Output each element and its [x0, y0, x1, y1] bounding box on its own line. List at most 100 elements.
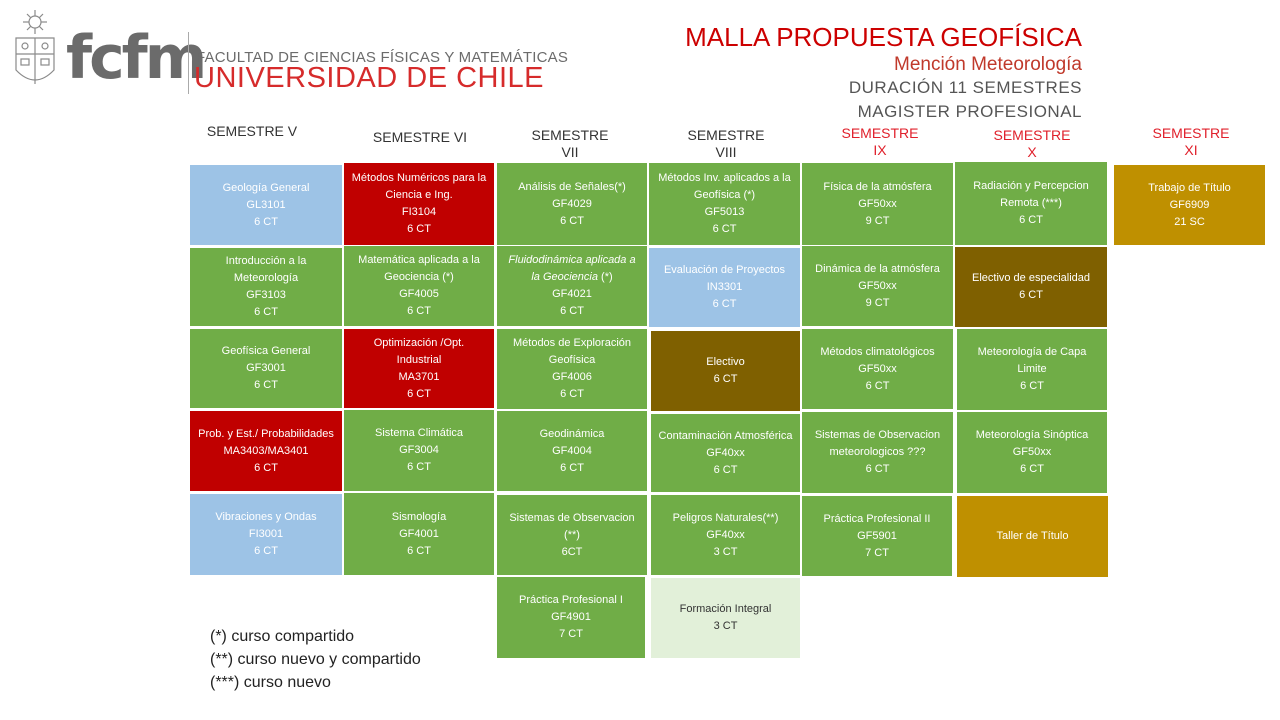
course-credits: 6 CT	[1019, 214, 1043, 226]
course-electivo-especialidad[interactable]: Electivo de especialidad 6 CT	[955, 247, 1107, 327]
course-electivo[interactable]: Electivo 6 CT	[651, 331, 800, 411]
course-name: Dinámica de la atmósfera	[815, 262, 940, 275]
semester-xi-line2: XI	[1184, 142, 1198, 158]
semester-ix-line2: IX	[873, 142, 887, 158]
course-sistema-climatica[interactable]: Sistema Climática GF3004 6 CT	[344, 410, 494, 491]
course-credits: 6 CT	[407, 461, 431, 473]
course-code: MA3403/MA3401	[223, 444, 309, 457]
semester-ix-header: SEMESTRE IX	[830, 125, 930, 159]
course-credits: 6 CT	[254, 545, 278, 557]
course-formacion-integral[interactable]: Formación Integral 3 CT	[651, 578, 800, 658]
course-name: Geología General	[222, 181, 310, 194]
course-credits: 6 CT	[560, 214, 584, 227]
course-fisica-atmosfera[interactable]: Física de la atmósfera GF50xx 9 CT	[802, 163, 953, 245]
course-peligros-naturales[interactable]: Peligros Naturales(**) GF40xx 3 CT	[651, 495, 800, 575]
course-optimizacion[interactable]: Optimización /Opt. Industrial MA3701 6 CT	[344, 329, 494, 408]
course-geodinamica[interactable]: Geodinámica GF4004 6 CT	[497, 411, 647, 491]
course-credits: 6 CT	[1020, 463, 1044, 475]
course-credits: 6 CT	[560, 388, 584, 400]
course-code: GF3001	[246, 362, 286, 374]
course-name: Evaluación de Proyectos	[663, 264, 786, 276]
course-credits: 3 CT	[713, 620, 738, 632]
course-credits: 6 CT	[407, 387, 431, 400]
university-name: UNIVERSIDAD DE CHILE	[194, 62, 545, 94]
course-evaluacion-proyectos[interactable]: Evaluación de Proyectos IN3301 6 CT	[649, 248, 800, 327]
course-name: Geofísica General	[221, 345, 311, 357]
course-metodos-inv[interactable]: Métodos Inv. aplicados a la Geofísica (*…	[649, 163, 800, 245]
course-radiacion-percepcion[interactable]: Radiación y Percepcion Remota (***) 6 CT	[955, 162, 1107, 245]
course-matematica-aplicada[interactable]: Matemática aplicada a la Geociencia (*) G…	[344, 246, 494, 326]
course-name: Sistemas de Observacion (**)	[509, 511, 635, 541]
course-code: GF40xx	[706, 528, 745, 541]
course-credits: 6 CT	[560, 305, 584, 317]
course-code: GF4006	[552, 371, 592, 383]
course-practica-profesional-ii[interactable]: Práctica Profesional II GF5901 7 CT	[802, 496, 952, 576]
course-vibraciones-ondas[interactable]: Vibraciones y Ondas FI3001 6 CT	[190, 494, 342, 575]
course-name: Práctica Profesional II	[823, 512, 931, 525]
course-geologia-general[interactable]: Geología General GL3101 6 CT	[190, 165, 342, 245]
semester-xi-header: SEMESTRE XI	[1141, 125, 1241, 159]
duration-text: DURACIÓN 11 SEMESTRES	[848, 78, 1082, 97]
course-metodos-exploracion[interactable]: Métodos de Exploración Geofísica GF4006 6 …	[497, 329, 647, 409]
course-name: Análisis de Señales(*)	[518, 180, 626, 193]
course-name: Radiación y Percepcion Remota (***)	[973, 180, 1089, 209]
course-name: Geodinámica	[539, 427, 605, 440]
course-code: GF4901	[551, 611, 591, 623]
course-name: Métodos Numéricos para la Ciencia e Ing.	[351, 172, 487, 201]
semester-viii-line2: VIII	[715, 144, 737, 160]
course-note: (*)	[601, 271, 613, 283]
course-metodos-numericos[interactable]: Métodos Numéricos para la Ciencia e Ing.…	[344, 163, 494, 245]
course-sistemas-observacion-meteorologicos[interactable]: Sistemas de Observacion meteorologicos ?…	[802, 412, 953, 493]
course-credits: 6 CT	[713, 463, 738, 476]
course-code: FI3001	[248, 528, 284, 540]
course-sistemas-observacion[interactable]: Sistemas de Observacion (**) 6CT	[497, 495, 647, 575]
course-code: GF4021	[552, 288, 592, 300]
legend-new-shared-course: (**) curso nuevo y compartido	[210, 651, 421, 668]
course-credits: 6 CT	[254, 461, 278, 474]
course-metodos-climatologicos[interactable]: Métodos climatológicos GF50xx 6 CT	[802, 329, 953, 409]
course-code: GF3004	[399, 444, 439, 456]
program-text: MAGISTER PROFESIONAL	[857, 102, 1082, 121]
course-credits: 6 CT	[407, 305, 431, 317]
course-code: GF4029	[552, 197, 592, 210]
course-name: Meteorología de Capa Limite	[977, 346, 1087, 375]
course-code: GF5901	[857, 529, 897, 542]
course-meteorologia-sinoptica[interactable]: Meteorología Sinóptica GF50xx 6 CT	[957, 412, 1107, 493]
semester-x-header: SEMESTRE X	[982, 127, 1082, 161]
course-trabajo-titulo[interactable]: Trabajo de Título GF6909 21 SC	[1114, 165, 1265, 245]
course-code: FI3104	[401, 206, 437, 218]
course-credits: 6 CT	[560, 461, 584, 474]
course-credits: 9 CT	[865, 296, 890, 309]
course-code: GF3103	[246, 289, 286, 301]
course-name: Electivo de especialidad	[971, 272, 1091, 284]
course-credits: 6CT	[561, 545, 583, 558]
course-credits: 6 CT	[1020, 380, 1044, 392]
course-probabilidades[interactable]: Prob. y Est./ Probabilidades MA3403/MA340…	[190, 411, 342, 491]
course-code: MA3701	[398, 370, 440, 383]
course-name: Sistemas de Observacion meteorologicos ?…	[814, 429, 941, 458]
course-geofisica-general[interactable]: Geofísica General GF3001 6 CT	[190, 329, 342, 408]
semester-xi-line1: SEMESTRE	[1152, 125, 1230, 141]
course-analisis-senales[interactable]: Análisis de Señales(*) GF4029 6 CT	[497, 163, 647, 245]
semester-ix-line1: SEMESTRE	[841, 125, 919, 141]
course-credits: 6 CT	[254, 306, 278, 318]
course-name: Fluidodinámica aplicada a la Geociencia	[508, 254, 636, 283]
course-practica-profesional-i[interactable]: Práctica Profesional I GF4901 7 CT	[497, 577, 645, 658]
course-credits: 6 CT	[865, 463, 890, 475]
semester-vii-header: SEMESTRE VII	[520, 127, 620, 161]
course-code: GL3101	[246, 198, 286, 211]
course-code: GF4005	[399, 288, 439, 300]
course-taller-titulo[interactable]: Taller de Título	[957, 496, 1108, 577]
course-credits: 6 CT	[865, 379, 890, 392]
course-credits: 6 CT	[407, 223, 431, 235]
course-meteorologia-capa-limite[interactable]: Meteorología de Capa Limite 6 CT	[957, 329, 1107, 410]
course-contaminacion-atmosferica[interactable]: Contaminación Atmosférica GF40xx 6 CT	[651, 414, 800, 492]
course-fluidodinamica[interactable]: Fluidodinámica aplicada a la Geociencia …	[497, 246, 647, 326]
course-name: Prob. y Est./ Probabilidades	[198, 427, 334, 440]
course-dinamica-atmosfera[interactable]: Dinámica de la atmósfera GF50xx 9 CT	[802, 246, 953, 326]
university-seal-logo	[15, 10, 55, 84]
course-code: GF5013	[704, 206, 745, 218]
course-introduccion-meteorologia[interactable]: Introducción a la Meteorología GF3103 6 CT	[190, 248, 342, 326]
fcfm-logo-text: fcfm	[66, 23, 207, 93]
course-sismologia[interactable]: Sismología GF4001 6 CT	[344, 493, 494, 575]
